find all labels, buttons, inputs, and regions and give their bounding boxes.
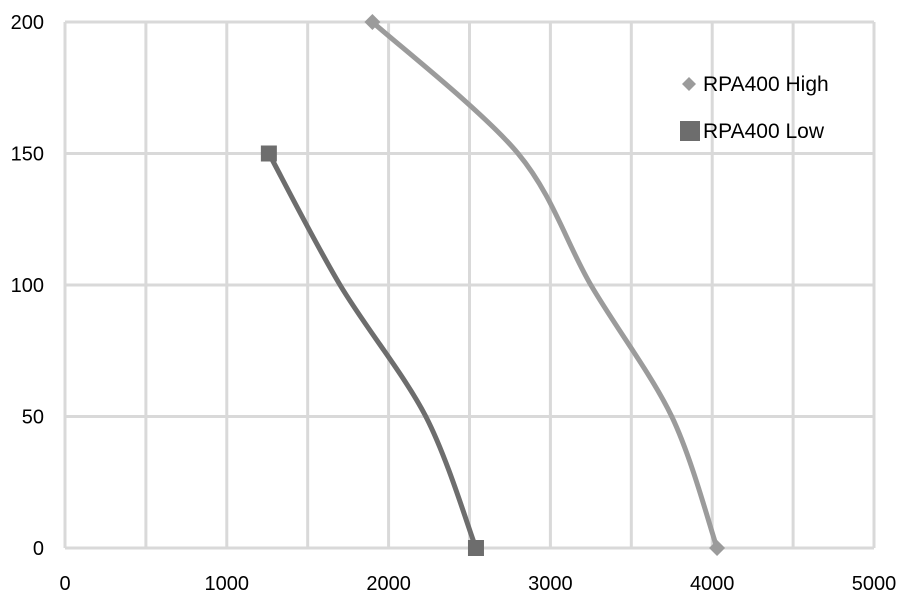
series-line-rpa400-low bbox=[266, 151, 479, 551]
x-tick-label: 1000 bbox=[205, 573, 250, 595]
y-tick-label: 0 bbox=[33, 538, 44, 560]
x-tick-label: 2000 bbox=[366, 573, 411, 595]
x-tick-label: 5000 bbox=[852, 573, 897, 595]
data-point-rpa400-low bbox=[260, 145, 277, 162]
series-markers bbox=[260, 14, 726, 556]
axes: 0 1000 2000 3000 4000 5000 0 50 100 150 200 bbox=[11, 12, 897, 595]
data-point-rpa400-high bbox=[709, 540, 726, 556]
series-line-rpa400-high bbox=[369, 19, 720, 551]
legend-marker-rpa400-high bbox=[682, 77, 696, 91]
grid-lines bbox=[63, 20, 876, 550]
x-tick-label: 3000 bbox=[528, 573, 573, 595]
series-lines bbox=[266, 19, 720, 551]
y-tick-label: 200 bbox=[11, 12, 44, 34]
legend-label-rpa400-high: RPA400 High bbox=[703, 73, 829, 96]
data-point-rpa400-high bbox=[364, 14, 381, 30]
legend-marker-rpa400-low bbox=[680, 121, 700, 141]
y-tick-label: 150 bbox=[11, 144, 44, 166]
legend-label-rpa400-low: RPA400 Low bbox=[703, 120, 825, 143]
x-tick-label: 0 bbox=[59, 573, 70, 595]
y-tick-label: 50 bbox=[22, 407, 44, 429]
x-tick-label: 4000 bbox=[690, 573, 735, 595]
legend: RPA400 High RPA400 Low bbox=[680, 73, 829, 143]
data-point-rpa400-low bbox=[467, 540, 484, 556]
y-tick-label: 100 bbox=[11, 275, 44, 297]
